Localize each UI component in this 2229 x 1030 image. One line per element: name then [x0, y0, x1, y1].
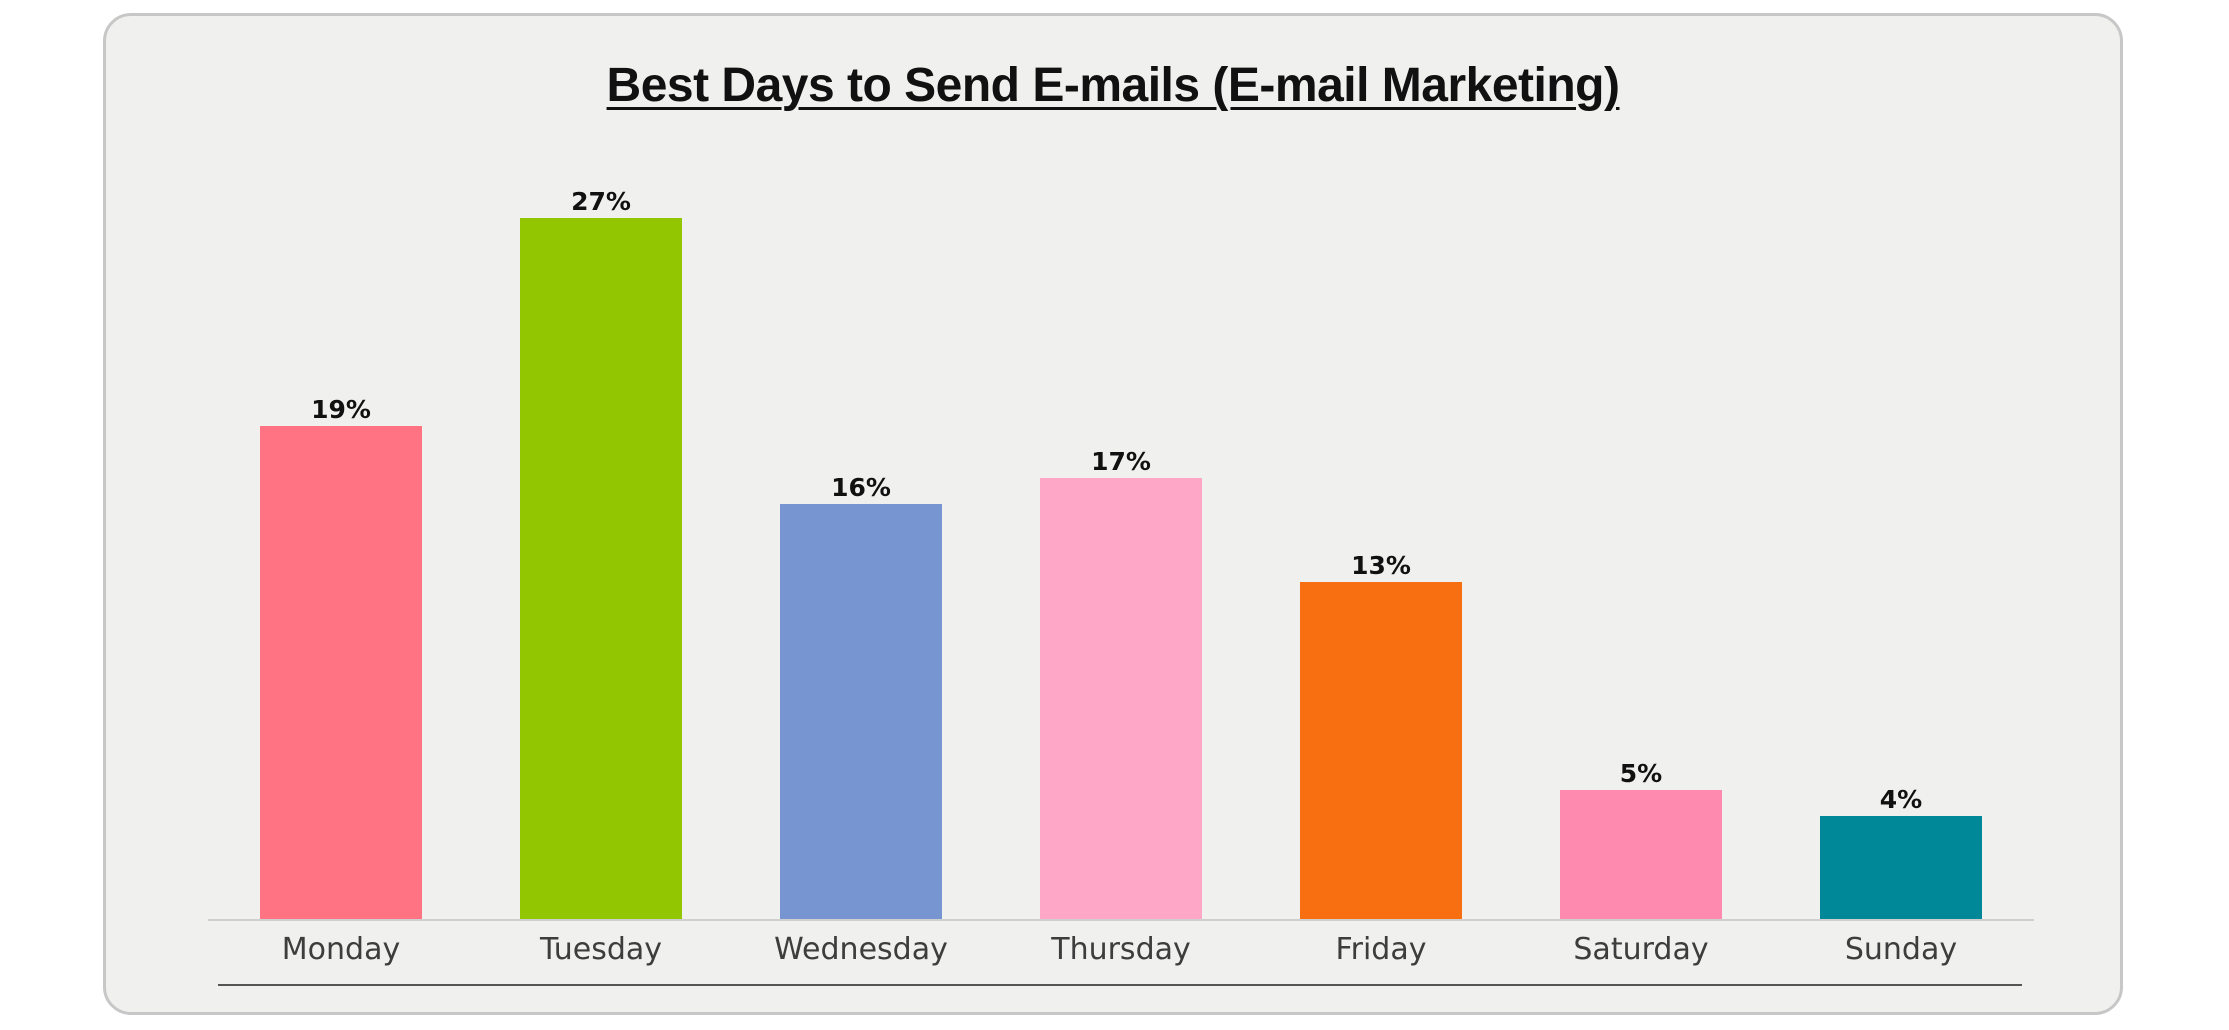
value-label-tuesday: 27%: [571, 187, 631, 216]
value-label-sunday: 4%: [1880, 785, 1922, 814]
category-label-thursday: Thursday: [1050, 932, 1191, 967]
bar-saturday: [1560, 790, 1722, 920]
bar-monday: [260, 426, 422, 920]
category-label-tuesday: Tuesday: [539, 932, 662, 967]
bar-tuesday: [520, 218, 682, 920]
bar-wednesday: [780, 504, 942, 920]
bar-friday: [1300, 582, 1462, 920]
category-label-friday: Friday: [1336, 932, 1427, 967]
chart-title: Best Days to Send E-mails (E-mail Market…: [606, 59, 1620, 112]
value-label-saturday: 5%: [1620, 759, 1662, 788]
category-label-sunday: Sunday: [1845, 932, 1957, 967]
value-label-thursday: 17%: [1091, 447, 1151, 476]
category-label-wednesday: Wednesday: [774, 932, 948, 967]
chart-card: Best Days to Send E-mails (E-mail Market…: [103, 13, 2123, 1015]
bar-thursday: [1040, 478, 1202, 920]
bars-group: [260, 218, 1982, 920]
bar-chart: 19% Monday 27% Tuesday 16% Wednesday 17% Thursd…: [208, 187, 2034, 986]
labels-group: 19% Monday 27% Tuesday 16% Wednesday 17% Thursd…: [282, 187, 1957, 967]
category-label-monday: Monday: [282, 932, 400, 967]
value-label-friday: 13%: [1351, 551, 1411, 580]
value-label-wednesday: 16%: [831, 473, 891, 502]
value-label-monday: 19%: [311, 395, 371, 424]
category-label-saturday: Saturday: [1573, 932, 1708, 967]
bar-sunday: [1820, 816, 1982, 920]
